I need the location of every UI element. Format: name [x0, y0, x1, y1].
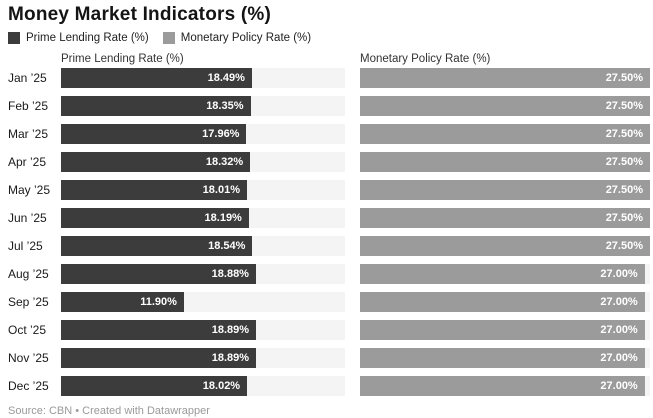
- monetary-policy-bar: 27.50%: [360, 236, 650, 256]
- prime-lending-bar-track: 18.54%: [61, 236, 345, 256]
- prime-lending-bar-track: 18.32%: [61, 152, 345, 172]
- monetary-policy-bar-track: 27.00%: [360, 264, 650, 284]
- category-label: Aug ’25: [8, 267, 49, 281]
- prime-lending-bar-track: 18.88%: [61, 264, 345, 284]
- chart-row: Apr ’25 18.32% 27.50%: [8, 152, 650, 172]
- monetary-policy-bar: 27.00%: [360, 376, 645, 396]
- prime-lending-bar: 18.49%: [61, 68, 252, 88]
- monetary-policy-bar-track: 27.50%: [360, 124, 650, 144]
- prime-lending-bar: 18.89%: [61, 320, 257, 340]
- monetary-policy-bar: 27.00%: [360, 292, 645, 312]
- category-label: Jul ’25: [8, 239, 43, 253]
- prime-lending-bar: 11.90%: [61, 292, 184, 312]
- column-header-monetary-policy: Monetary Policy Rate (%): [360, 53, 491, 65]
- prime-lending-bar: 18.19%: [61, 208, 249, 228]
- prime-lending-bar: 18.89%: [61, 348, 257, 368]
- chart-row: Dec ’25 18.02% 27.00%: [8, 376, 650, 396]
- category-label: May ’25: [8, 183, 51, 197]
- monetary-policy-bar: 27.50%: [360, 208, 650, 228]
- prime-lending-bar: 18.88%: [61, 264, 256, 284]
- category-label: Oct ’25: [8, 323, 47, 337]
- category-label: Jan ’25: [8, 71, 47, 85]
- legend-label-monetary-policy: Monetary Policy Rate (%): [180, 32, 312, 44]
- prime-lending-bar-track: 11.90%: [61, 292, 345, 312]
- prime-lending-swatch-icon: [8, 32, 20, 44]
- column-header-prime-lending: Prime Lending Rate (%): [61, 53, 184, 65]
- prime-lending-bar: 18.54%: [61, 236, 253, 256]
- chart-row: Jun ’25 18.19% 27.50%: [8, 208, 650, 228]
- legend-item-prime-lending: Prime Lending Rate (%): [8, 32, 149, 44]
- monetary-policy-bar: 27.50%: [360, 68, 650, 88]
- chart-row: Feb ’25 18.35% 27.50%: [8, 96, 650, 116]
- legend-item-monetary-policy: Monetary Policy Rate (%): [162, 32, 312, 44]
- prime-lending-bar: 18.01%: [61, 180, 247, 200]
- prime-lending-bar-track: 17.96%: [61, 124, 345, 144]
- monetary-policy-bar: 27.00%: [360, 348, 645, 368]
- chart-row: Jan ’25 18.49% 27.50%: [8, 68, 650, 88]
- monetary-policy-bar: 27.50%: [360, 96, 650, 116]
- prime-lending-bar-track: 18.01%: [61, 180, 345, 200]
- chart-row: Oct ’25 18.89% 27.00%: [8, 320, 650, 340]
- legend: Prime Lending Rate (%) Monetary Policy R…: [8, 31, 650, 45]
- prime-lending-bar: 18.02%: [61, 376, 248, 396]
- category-label: Dec ’25: [8, 379, 49, 393]
- monetary-policy-bar-track: 27.50%: [360, 152, 650, 172]
- chart-row: Aug ’25 18.88% 27.00%: [8, 264, 650, 284]
- category-label: Nov ’25: [8, 351, 49, 365]
- prime-lending-bar-track: 18.35%: [61, 96, 345, 116]
- legend-label-prime-lending: Prime Lending Rate (%): [26, 32, 149, 44]
- monetary-policy-bar-track: 27.00%: [360, 320, 650, 340]
- monetary-policy-bar: 27.00%: [360, 320, 645, 340]
- source-attribution: Source: CBN • Created with Datawrapper: [8, 405, 210, 417]
- prime-lending-bar-track: 18.49%: [61, 68, 345, 88]
- prime-lending-bar-track: 18.89%: [61, 348, 345, 368]
- column-headers: Prime Lending Rate (%) Monetary Policy R…: [8, 50, 650, 65]
- monetary-policy-bar-track: 27.50%: [360, 96, 650, 116]
- monetary-policy-bar-track: 27.50%: [360, 180, 650, 200]
- monetary-policy-bar-track: 27.50%: [360, 208, 650, 228]
- category-label: Jun ’25: [8, 211, 47, 225]
- chart-row: Nov ’25 18.89% 27.00%: [8, 348, 650, 368]
- chart-row: Jul ’25 18.54% 27.50%: [8, 236, 650, 256]
- monetary-policy-bar: 27.00%: [360, 264, 645, 284]
- prime-lending-bar: 17.96%: [61, 124, 247, 144]
- category-label: Apr ’25: [8, 155, 47, 169]
- prime-lending-bar: 18.35%: [61, 96, 251, 116]
- category-label: Mar ’25: [8, 127, 49, 141]
- prime-lending-bar-track: 18.19%: [61, 208, 345, 228]
- chart-row: Sep ’25 11.90% 27.00%: [8, 292, 650, 312]
- category-label: Feb ’25: [8, 99, 49, 113]
- monetary-policy-bar-track: 27.00%: [360, 348, 650, 368]
- monetary-policy-bar-track: 27.50%: [360, 236, 650, 256]
- chart-row: May ’25 18.01% 27.50%: [8, 180, 650, 200]
- category-label: Sep ’25: [8, 295, 49, 309]
- chart-title: Money Market Indicators (%): [8, 4, 272, 25]
- monetary-policy-bar-track: 27.00%: [360, 376, 650, 396]
- chart-rows: Jan ’25 18.49% 27.50% Feb ’25 18.35% 27.50% Ma…: [8, 68, 650, 396]
- monetary-policy-bar: 27.50%: [360, 180, 650, 200]
- prime-lending-bar: 18.32%: [61, 152, 251, 172]
- chart-row: Mar ’25 17.96% 27.50%: [8, 124, 650, 144]
- monetary-policy-swatch-icon: [162, 32, 175, 44]
- monetary-policy-bar-track: 27.00%: [360, 292, 650, 312]
- prime-lending-bar-track: 18.89%: [61, 320, 345, 340]
- monetary-policy-bar-track: 27.50%: [360, 68, 650, 88]
- monetary-policy-bar: 27.50%: [360, 124, 650, 144]
- prime-lending-bar-track: 18.02%: [61, 376, 345, 396]
- monetary-policy-bar: 27.50%: [360, 152, 650, 172]
